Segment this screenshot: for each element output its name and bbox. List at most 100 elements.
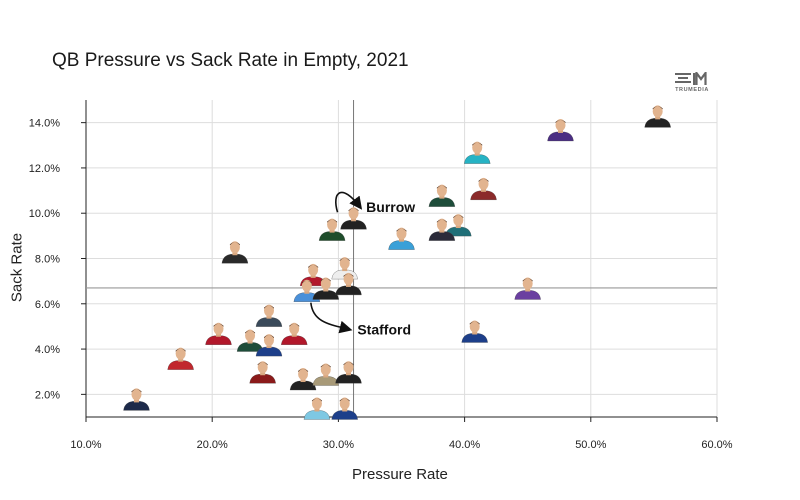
player-hair-shape [343, 273, 354, 277]
player-hair-shape [343, 362, 354, 366]
player-hair-shape [652, 106, 663, 110]
player-hair-shape [453, 215, 464, 219]
player-hair-shape [213, 323, 224, 327]
y-tick-label: 14.0% [29, 118, 60, 130]
player-hair-shape [436, 219, 447, 223]
annotation-label: Burrow [366, 199, 415, 215]
player-hair-shape [478, 178, 489, 182]
data-point [340, 207, 367, 230]
annotation-label: Stafford [357, 321, 411, 337]
player-jersey-shape [289, 380, 317, 391]
data-point [331, 397, 358, 420]
player-hair-shape [298, 369, 309, 373]
player-hair-shape [257, 362, 268, 366]
y-tick-label: 8.0% [35, 254, 60, 266]
player-face-shape [555, 118, 566, 131]
player-face-shape [263, 334, 274, 347]
player-hair-shape [229, 242, 240, 246]
player-neck-shape [266, 315, 272, 319]
player-neck-shape [310, 274, 316, 278]
player-neck-shape [474, 152, 480, 156]
player-hair-shape [175, 348, 186, 352]
x-axis-label: Pressure Rate [352, 466, 448, 483]
player-neck-shape [260, 372, 266, 376]
player-jersey-shape [255, 317, 283, 327]
player-face-shape [396, 227, 407, 240]
stafford-arrow [310, 302, 353, 334]
player-face-shape [453, 214, 464, 227]
player-neck-shape [345, 283, 351, 287]
player-jersey-shape [123, 401, 150, 411]
player-hair-shape [320, 364, 331, 368]
x-tick-label: 30.0% [323, 439, 354, 451]
player-neck-shape [558, 129, 564, 133]
player-hair-shape [311, 398, 322, 402]
player-neck-shape [323, 288, 329, 292]
player-face-shape [245, 329, 256, 342]
data-point [255, 334, 283, 357]
player-face-shape [652, 105, 663, 118]
player-face-shape [339, 257, 350, 270]
data-point [461, 320, 488, 343]
player-face-shape [436, 184, 447, 197]
y-tick-label: 10.0% [29, 208, 60, 220]
player-face-shape [131, 388, 142, 401]
player-hair-shape [131, 389, 142, 393]
player-face-shape [348, 207, 359, 220]
player-face-shape [213, 322, 224, 335]
player-hair-shape [339, 258, 350, 262]
data-point [281, 322, 308, 345]
player-jersey-shape [470, 190, 497, 200]
player-neck-shape [216, 333, 222, 337]
player-jersey-shape [388, 240, 415, 250]
player-jersey-shape [644, 118, 671, 128]
player-face-shape [311, 397, 322, 410]
player-neck-shape [351, 218, 357, 222]
player-neck-shape [323, 374, 329, 378]
player-hair-shape [396, 228, 407, 232]
point-layer [123, 105, 671, 420]
player-neck-shape [247, 340, 253, 344]
player-neck-shape [345, 372, 351, 376]
player-neck-shape [300, 379, 306, 383]
data-point [312, 363, 339, 386]
player-face-shape [436, 218, 447, 231]
player-jersey-shape [335, 374, 362, 384]
player-jersey-shape [340, 220, 367, 230]
player-hair-shape [436, 185, 447, 189]
data-point [335, 272, 362, 296]
player-hair-shape [320, 278, 331, 282]
data-point [312, 277, 339, 300]
data-point [318, 218, 346, 241]
player-face-shape [308, 263, 319, 276]
player-neck-shape [399, 238, 404, 242]
player-jersey-shape [167, 360, 194, 370]
player-face-shape [263, 304, 274, 317]
player-hair-shape [327, 219, 338, 223]
player-jersey-shape [281, 335, 308, 345]
brand-logo: TRUMEDIA [672, 72, 712, 93]
data-point [303, 397, 331, 420]
player-hair-shape [263, 305, 274, 309]
player-neck-shape [314, 408, 320, 412]
player-neck-shape [304, 290, 310, 294]
player-jersey-shape [255, 346, 283, 357]
player-face-shape [522, 277, 533, 290]
player-jersey-shape [461, 333, 488, 343]
player-neck-shape [472, 331, 478, 335]
data-point [428, 218, 456, 241]
player-jersey-shape [428, 197, 456, 207]
player-neck-shape [266, 345, 272, 349]
player-face-shape [478, 177, 489, 190]
player-neck-shape [439, 195, 445, 199]
reference-lines [86, 100, 717, 417]
grid-layer [86, 100, 718, 417]
annotation-layer: Burrow Stafford [310, 191, 415, 337]
data-point [428, 184, 456, 207]
y-tick-label: 2.0% [35, 389, 60, 401]
player-neck-shape [342, 408, 348, 412]
player-neck-shape [291, 333, 297, 337]
player-neck-shape [525, 288, 531, 292]
player-neck-shape [481, 188, 487, 192]
